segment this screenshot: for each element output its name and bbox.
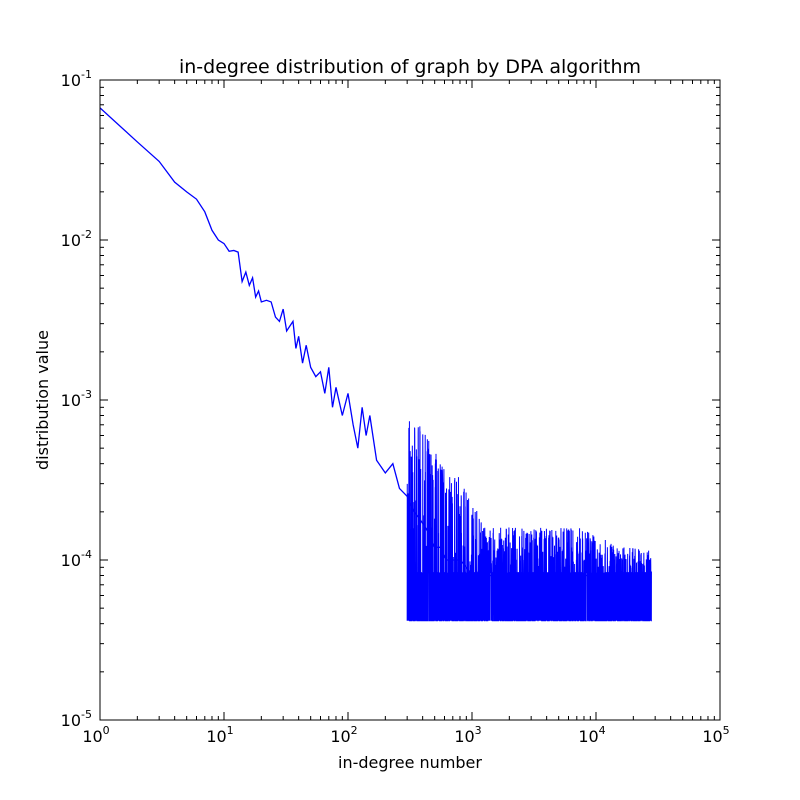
y-tick-label: 10-3: [61, 388, 92, 410]
series-noise-line: [406, 421, 652, 622]
plot-area: [100, 107, 652, 622]
y-tick-label: 10-5: [61, 708, 92, 730]
x-tick-label: 103: [454, 724, 481, 746]
x-axis: 100 101 102 103 104 105: [82, 80, 730, 746]
y-axis-label: distribution value: [33, 330, 52, 470]
x-axis-label: in-degree number: [338, 753, 482, 772]
x-tick-label: 105: [702, 724, 729, 746]
y-tick-label: 10-1: [61, 68, 92, 90]
y-tick-label: 10-4: [61, 548, 92, 570]
x-tick-label: 100: [82, 724, 109, 746]
x-tick-label: 102: [330, 724, 357, 746]
series-layer: [100, 107, 652, 622]
x-tick-label: 101: [206, 724, 233, 746]
x-tick-label: 104: [578, 724, 605, 746]
y-axis: 10-5 10-4 10-3 10-2 10-1: [61, 68, 720, 730]
chart-title: in-degree distribution of graph by DPA a…: [179, 56, 641, 78]
y-tick-label: 10-2: [61, 228, 92, 250]
